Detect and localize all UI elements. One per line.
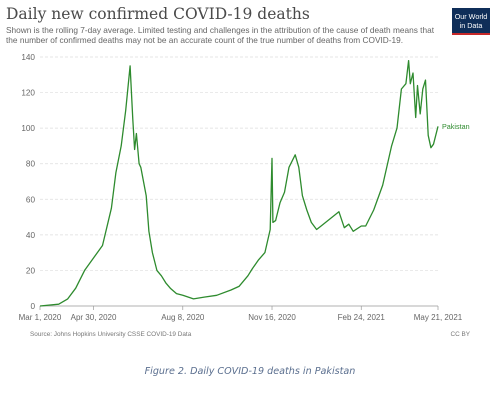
our-world-in-data-logo[interactable]: Our World in Data [452, 8, 490, 35]
series-line-pakistan[interactable] [39, 59, 439, 307]
y-tick-label: 40 [26, 231, 36, 240]
figure-caption: Figure 2. Daily COVID-19 deaths in Pakis… [144, 366, 356, 377]
y-tick-label: 0 [30, 302, 35, 311]
x-tick-label: Nov 16, 2020 [248, 313, 296, 322]
x-tick-label: Aug 8, 2020 [161, 313, 205, 322]
y-tick-label: 80 [26, 160, 36, 169]
y-axis: 0 20 40 60 80 100 120 140 [21, 53, 35, 311]
x-tick-label: May 21, 2021 [414, 313, 463, 322]
license-label[interactable]: CC BY [450, 331, 470, 338]
chart-title: Daily new confirmed COVID-19 deaths [6, 5, 310, 23]
y-tick-label: 120 [21, 89, 35, 98]
y-tick-label: 100 [21, 124, 35, 133]
x-tick-label: Mar 1, 2020 [19, 313, 62, 322]
chart-subtitle: Shown is the rolling 7-day average. Limi… [6, 25, 435, 45]
gridlines [40, 56, 438, 307]
line-chart: Mar 1, 2020 Apr 30, 2020 Aug 8, 2020 Nov 16… [19, 53, 470, 322]
y-tick-label: 60 [26, 195, 36, 204]
x-tick-label: Apr 30, 2020 [71, 313, 117, 322]
series-label-pakistan: Pakistan [442, 122, 470, 131]
x-tick-label: Feb 24, 2021 [338, 313, 386, 322]
y-tick-label: 140 [21, 53, 35, 62]
y-tick-label: 20 [26, 266, 36, 275]
x-axis: Mar 1, 2020 Apr 30, 2020 Aug 8, 2020 Nov 16… [19, 306, 463, 322]
source-note: Source: Johns Hopkins University CSSE CO… [30, 331, 192, 338]
